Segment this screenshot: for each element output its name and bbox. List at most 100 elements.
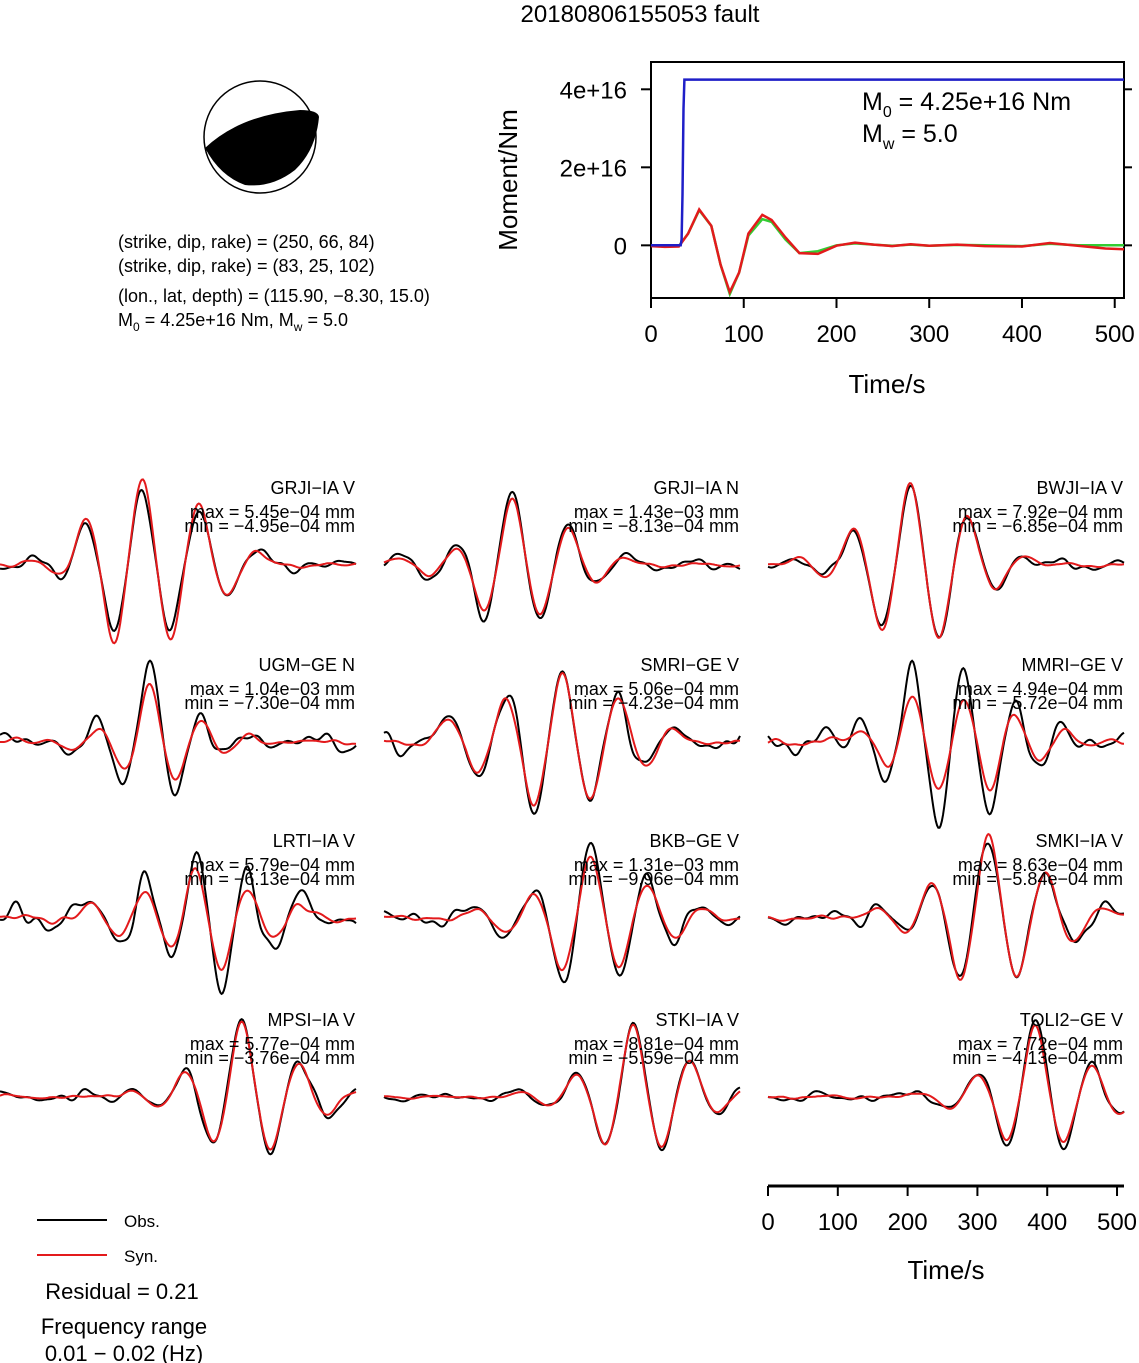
location-depth: (lon., lat, depth) = (115.90, −8.30, 15.… (118, 286, 430, 306)
station-min: min = −3.76e−04 mm (184, 1048, 355, 1068)
waveform-xtick-label: 300 (957, 1209, 997, 1236)
moment-mw-label: Mw = 5.0 (862, 120, 958, 153)
moment-xtick-label: 400 (1002, 321, 1042, 348)
synthetic-trace (0, 1020, 357, 1151)
station-max: max = 5.45e−04 mm (190, 502, 355, 522)
synthetic-trace (383, 1023, 741, 1148)
moment-xtick-label: 300 (909, 321, 949, 348)
synthetic-trace (0, 682, 357, 781)
station-max: max = 4.94e−04 mm (958, 679, 1123, 699)
moment-xtick-label: 500 (1095, 321, 1135, 348)
synthetic-trace (0, 478, 357, 645)
observed-trace (0, 488, 357, 633)
observed-trace (767, 659, 1125, 829)
station-min: min = −6.85e−04 mm (952, 516, 1123, 536)
station-max: max = 7.92e−04 mm (958, 502, 1123, 522)
frequency-value: 0.01 − 0.02 (Hz) (45, 1341, 203, 1363)
residual: Residual = 0.21 (45, 1279, 199, 1304)
moment-ytick-label: 0 (614, 233, 627, 260)
station-label: BWJI−IA V (1036, 478, 1123, 498)
waveform-xtick-label: 0 (761, 1209, 774, 1236)
moment-series-1 (650, 207, 1125, 296)
legend-obs-label: Obs. (124, 1212, 160, 1231)
station-max: max = 1.04e−03 mm (190, 679, 355, 699)
station-max: max = 8.63e−04 mm (958, 855, 1123, 875)
frequency-label: Frequency range (41, 1314, 207, 1339)
waveform-time-axis: 0 100 200 300 400 500 (761, 1184, 1137, 1236)
station-min: min = −6.13e−04 mm (184, 869, 355, 889)
station-label: GRJI−IA N (653, 478, 739, 498)
synthetic-trace (767, 1024, 1125, 1144)
station-label: MPSI−IA V (267, 1010, 355, 1030)
station-min: min = −5.72e−04 mm (952, 693, 1123, 713)
station-max: max = 5.06e−04 mm (574, 679, 739, 699)
station-label: STKI−IA V (655, 1010, 739, 1030)
moment-ytick-label: 2e+16 (560, 155, 627, 182)
legend-syn-label: Syn. (124, 1247, 158, 1266)
moment-xtick-label: 100 (724, 321, 764, 348)
station-min: min = −5.59e−04 mm (568, 1048, 739, 1068)
moment-series-0 (651, 78, 1124, 247)
moment-xtick-label: 200 (816, 321, 856, 348)
station-min: min = −9.96e−04 mm (568, 869, 739, 889)
station-label: TOLI2−GE V (1020, 1010, 1123, 1030)
station-min: min = −7.30e−04 mm (184, 693, 355, 713)
synthetic-trace (383, 497, 741, 616)
moment-series-2 (650, 207, 1124, 298)
strike-dip-rake-1: (strike, dip, rake) = (250, 66, 84) (118, 232, 375, 252)
station-min: min = −8.13e−04 mm (568, 516, 739, 536)
synthetic-trace (383, 671, 741, 807)
figure-title: 20180806155053 fault (521, 1, 760, 28)
moment-m0-label: M0 = 4.25e+16 Nm (862, 88, 1071, 121)
strike-dip-rake-2: (strike, dip, rake) = (83, 25, 102) (118, 256, 375, 276)
synthetic-trace (767, 832, 1124, 981)
station-label: LRTI−IA V (273, 831, 355, 851)
legend: Obs. Syn. (37, 1212, 160, 1266)
station-max: max = 5.79e−04 mm (190, 855, 355, 875)
station-min: min = −5.84e−04 mm (952, 869, 1123, 889)
station-label: GRJI−IA V (270, 478, 355, 498)
mechanism-moment: M0 = 4.25e+16 Nm, Mw = 5.0 (118, 310, 348, 334)
waveform-xtick-label: 500 (1097, 1209, 1137, 1236)
observed-trace (383, 670, 741, 815)
station-max: max = 1.43e−03 mm (574, 502, 739, 522)
observed-trace (383, 490, 741, 623)
waveform-xlabel: Time/s (907, 1255, 984, 1285)
synthetic-trace (0, 867, 357, 971)
station-label: MMRI−GE V (1021, 655, 1123, 675)
moment-ytick-label: 4e+16 (560, 77, 627, 104)
station-label: UGM−GE N (258, 655, 355, 675)
station-min: min = −4.95e−04 mm (184, 516, 355, 536)
station-max: max = 1.31e−03 mm (574, 855, 739, 875)
station-min: min = −4.13e−04 mm (952, 1048, 1123, 1068)
waveform-xtick-label: 400 (1027, 1209, 1067, 1236)
observed-trace (0, 850, 357, 996)
moment-ylabel: Moment/Nm (493, 109, 523, 251)
synthetic-trace (768, 482, 1125, 639)
moment-xlabel: Time/s (848, 369, 925, 399)
station-label: SMKI−IA V (1035, 831, 1123, 851)
waveform-xtick-label: 200 (888, 1209, 928, 1236)
station-label: SMRI−GE V (640, 655, 739, 675)
station-max: max = 8.81e−04 mm (574, 1034, 739, 1054)
beachball-icon (203, 80, 319, 194)
moment-xtick-label: 0 (644, 321, 657, 348)
synthetic-trace (384, 855, 740, 972)
station-min: min = −4.23e−04 mm (568, 693, 739, 713)
station-max: max = 7.72e−04 mm (958, 1034, 1123, 1054)
waveform-xtick-label: 100 (818, 1209, 858, 1236)
